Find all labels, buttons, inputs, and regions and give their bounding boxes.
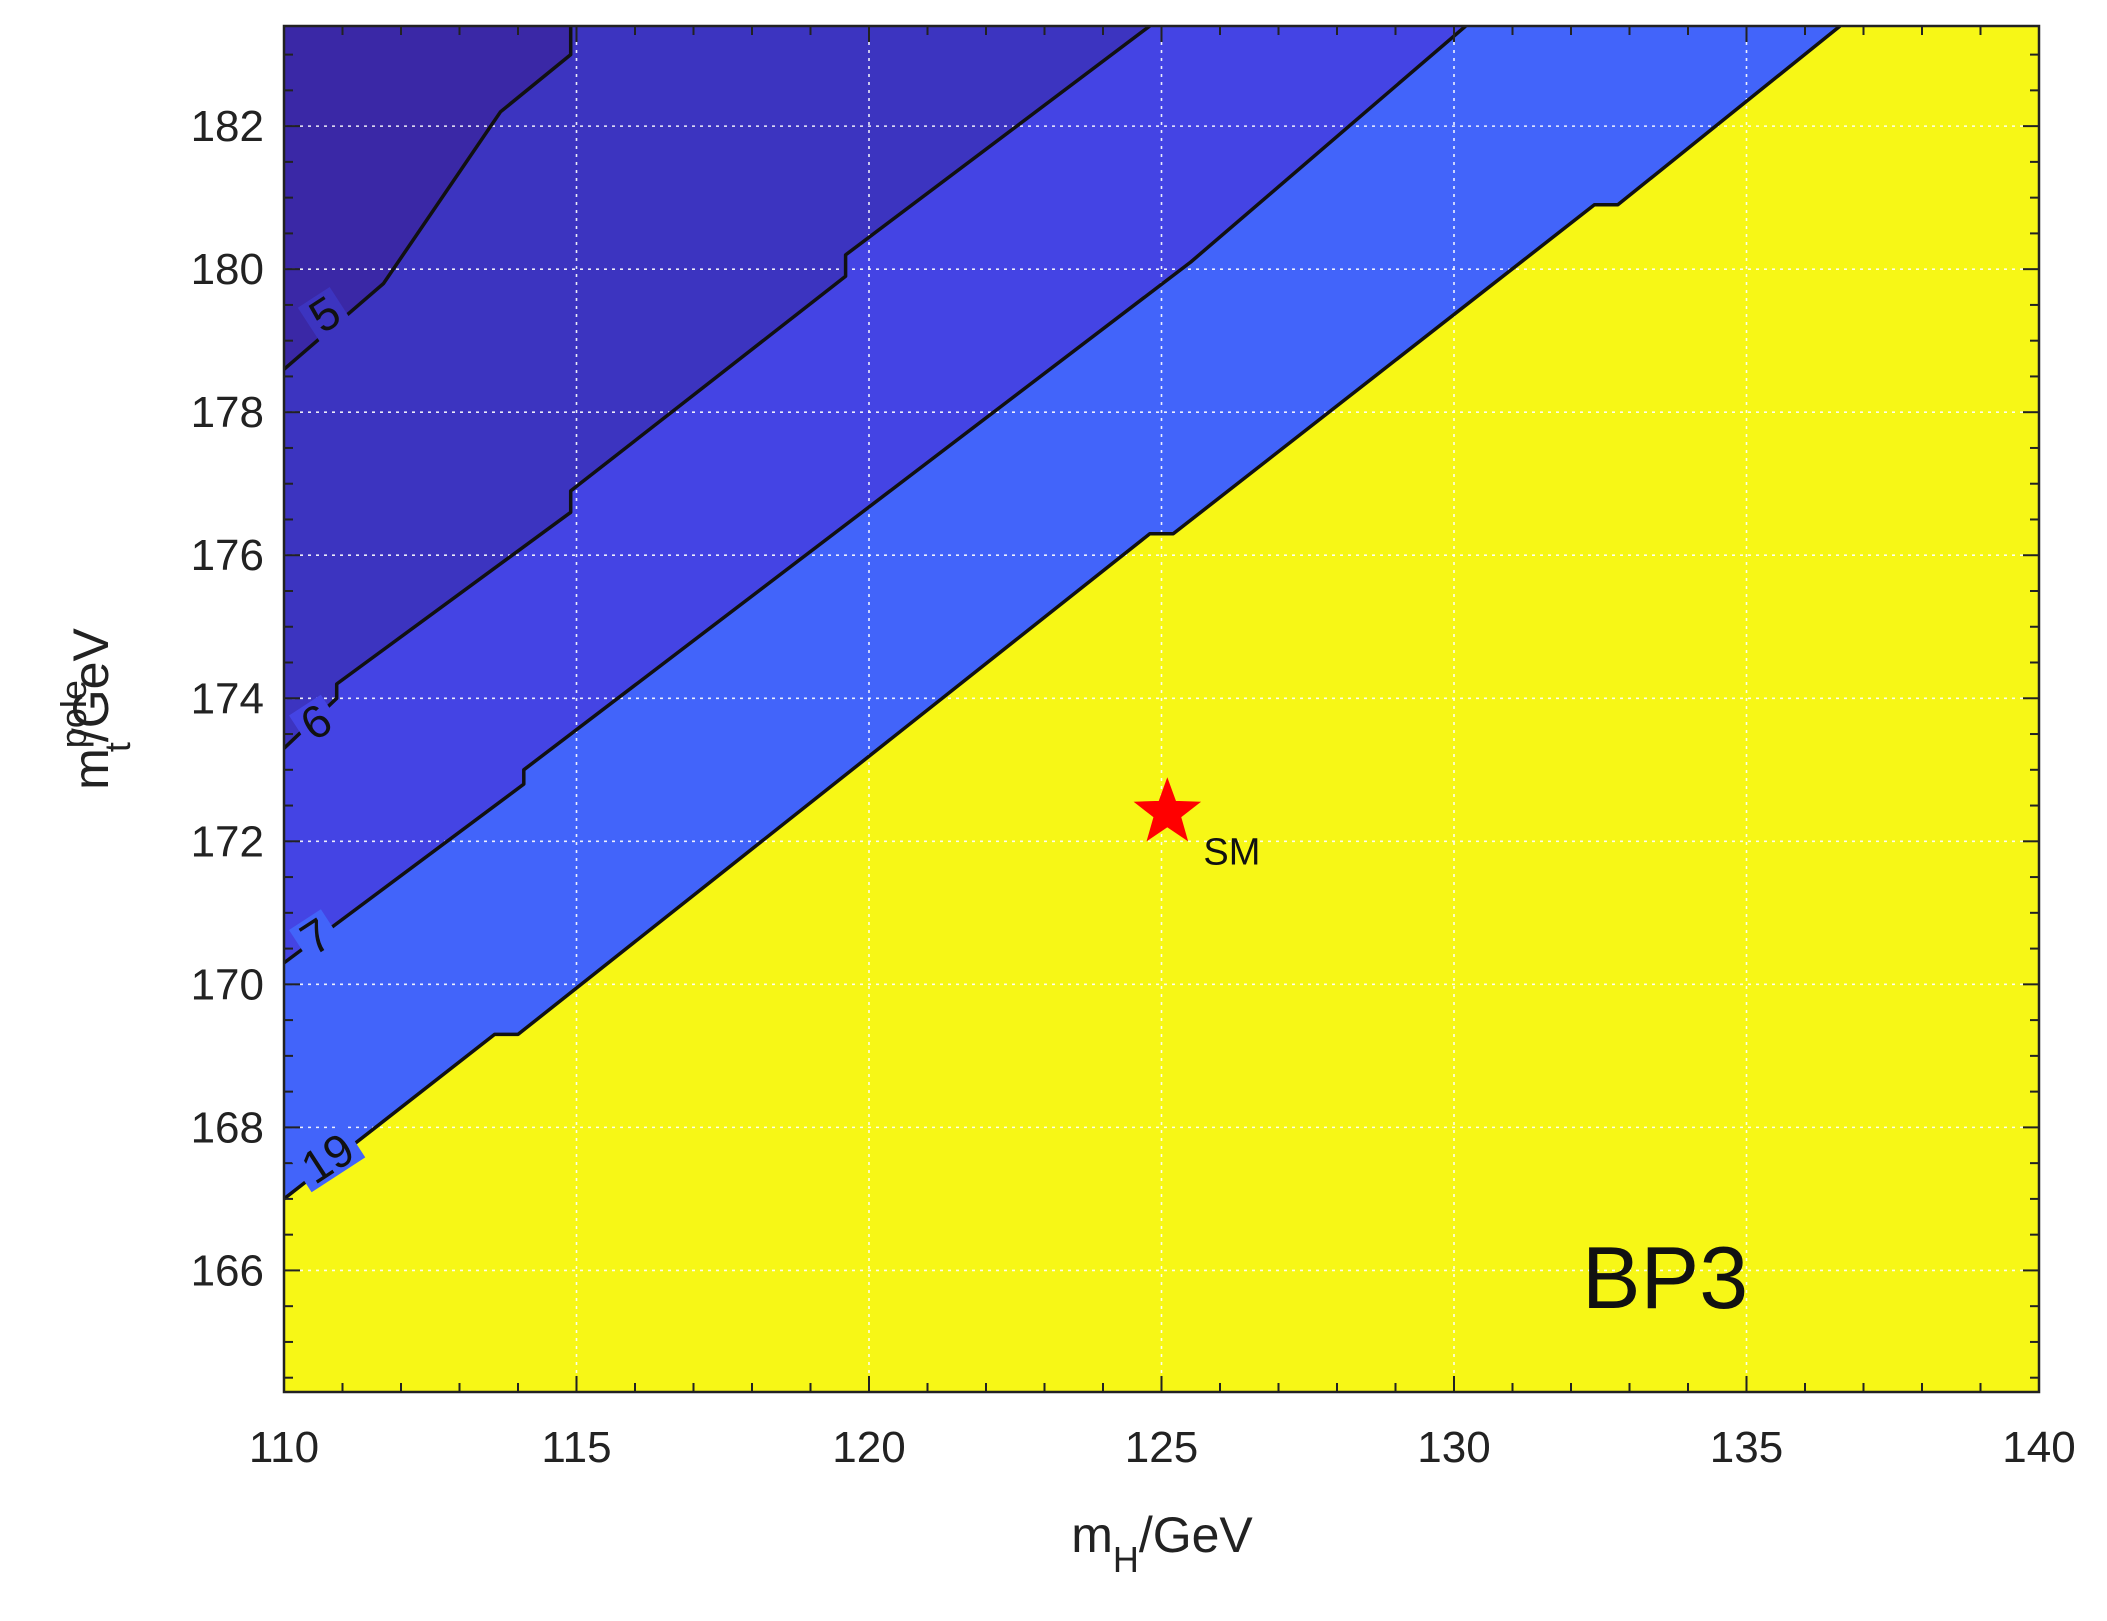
x-axis-label-sub: H <box>1113 1539 1139 1580</box>
y-tick-label: 176 <box>191 531 264 580</box>
x-tick-label: 135 <box>1710 1423 1783 1472</box>
y-tick-label: 178 <box>191 388 264 437</box>
contour-line-7 <box>284 26 1467 965</box>
contour-lines <box>284 26 1842 1201</box>
contour-line-19 <box>284 26 1842 1201</box>
y-tick-label: 170 <box>191 960 264 1009</box>
y-axis-label-rest: /GeV <box>63 628 119 743</box>
sm-point-label: SM <box>1203 832 1260 874</box>
contour-label-bg-5 <box>297 287 352 342</box>
contour-line-6 <box>284 26 1151 750</box>
y-tick-label: 172 <box>191 817 264 866</box>
y-tick-label: 180 <box>191 245 264 294</box>
sm-star-marker <box>1133 777 1202 842</box>
y-axis-label-sub: t <box>97 742 138 752</box>
x-tick-label: 115 <box>541 1423 611 1472</box>
sm-point-layer: SM <box>1133 777 1260 874</box>
x-axis-label: mH/GeV <box>1071 1507 1253 1580</box>
y-axis-label-sup: pole <box>53 680 94 748</box>
tick-labels: 110 115 120 125 130 135 140 166 168 170 172 174 176 1… <box>191 102 2076 1472</box>
y-axis-label-base: m <box>63 748 119 790</box>
contour-label-group-6: 6 <box>289 693 343 751</box>
annotation-label: BP3 <box>1582 1228 1748 1327</box>
y-tick-label: 168 <box>191 1103 264 1152</box>
y-tick-label: 166 <box>191 1246 264 1295</box>
y-tick-label: 182 <box>191 102 264 151</box>
y-tick-label: 174 <box>191 674 264 723</box>
contour-line-5 <box>284 26 573 371</box>
x-tick-label: 120 <box>832 1423 905 1472</box>
y-axis-label: mpolet/GeV <box>53 628 138 790</box>
x-tick-label: 125 <box>1125 1423 1198 1472</box>
x-axis-label-rest: /GeV <box>1139 1507 1254 1563</box>
x-axis-label-base: m <box>1071 1507 1113 1563</box>
contour-label-bg-6 <box>289 694 343 749</box>
x-tick-label: 140 <box>2002 1423 2075 1472</box>
axis-ticks <box>283 26 2040 1392</box>
x-tick-label: 130 <box>1417 1423 1490 1472</box>
plot-frame <box>282 24 2041 1394</box>
x-tick-label: 110 <box>249 1423 319 1472</box>
grid-lines <box>284 26 2039 1392</box>
contour-label-bg-7 <box>289 909 343 964</box>
contour-label-bg-19 <box>289 1123 366 1193</box>
